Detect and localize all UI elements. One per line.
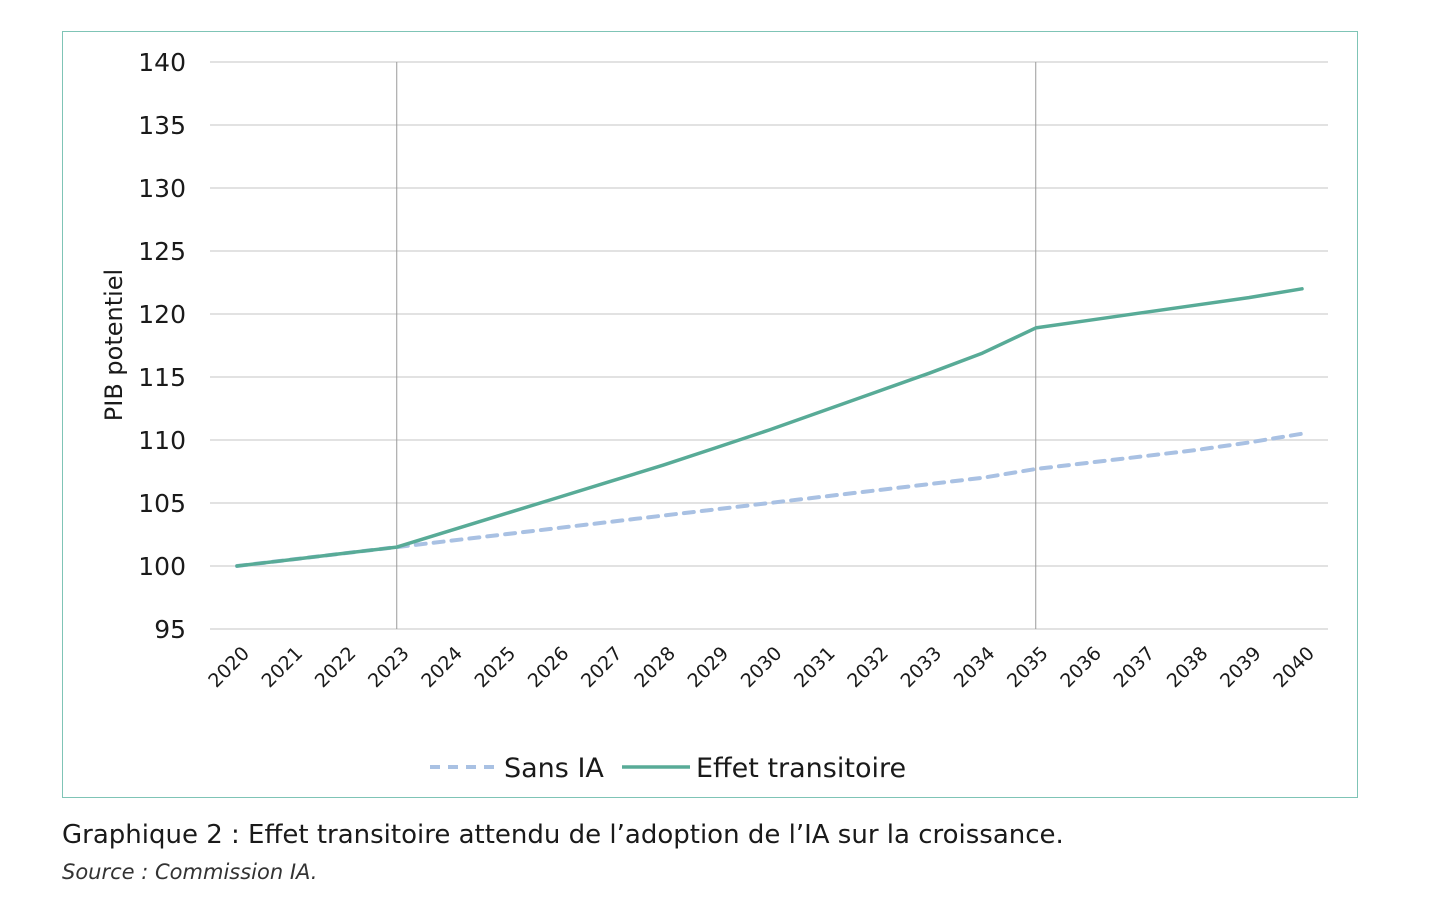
x-tick-label: 2031	[790, 642, 840, 692]
x-tick-label: 2033	[896, 642, 946, 692]
figure-source: Source : Commission IA.	[62, 860, 318, 884]
x-tick-label: 2028	[630, 642, 680, 692]
reference-lines	[396, 62, 1037, 629]
y-tick-label: 105	[138, 489, 186, 518]
x-tick-label: 2034	[950, 642, 1000, 692]
y-tick-label: 110	[138, 426, 186, 455]
x-tick-label: 2035	[1003, 642, 1053, 692]
series-lines	[235, 287, 1304, 568]
y-tick-label: 115	[138, 363, 186, 392]
x-tick-label: 2024	[417, 642, 467, 692]
x-tick-label: 2037	[1109, 642, 1159, 692]
x-tick-label: 2023	[364, 642, 414, 692]
figure-caption: Graphique 2 : Effet transitoire attendu …	[62, 820, 1064, 850]
x-axis-ticks: 2020 2021 2022 2023 2024 2025 2026 2027 2028 2029…	[204, 642, 1319, 692]
y-tick-label: 135	[138, 111, 186, 140]
x-tick-label: 2025	[470, 642, 520, 692]
x-tick-label: 2026	[524, 642, 574, 692]
x-tick-label: 2040	[1269, 642, 1319, 692]
series-line-2	[235, 287, 1304, 568]
y-tick-label: 130	[138, 174, 186, 203]
y-axis-ticks: 95 100 105 110 115 120 125 130 135 140	[138, 48, 186, 644]
legend-label-1: Sans IA	[504, 753, 604, 784]
y-tick-label: 140	[138, 48, 186, 77]
x-tick-label: 2036	[1056, 642, 1106, 692]
x-tick-label: 2027	[577, 642, 627, 692]
series-line-1	[235, 431, 1304, 568]
y-axis-title: PIB potentiel	[100, 269, 128, 421]
x-tick-label: 2030	[737, 642, 787, 692]
y-tick-label: 100	[138, 552, 186, 581]
x-tick-label: 2021	[257, 642, 307, 692]
x-tick-label: 2039	[1216, 642, 1266, 692]
gridlines	[210, 61, 1328, 630]
x-tick-label: 2029	[683, 642, 733, 692]
y-tick-label: 95	[154, 615, 186, 644]
x-tick-label: 2032	[843, 642, 893, 692]
x-tick-label: 2022	[311, 642, 361, 692]
y-tick-label: 120	[138, 300, 186, 329]
legend: Sans IA Effet transitoire	[430, 753, 906, 784]
x-tick-label: 2038	[1163, 642, 1213, 692]
legend-label-2: Effet transitoire	[696, 753, 906, 784]
y-tick-label: 125	[138, 237, 186, 266]
chart-frame	[62, 31, 1358, 798]
x-tick-label: 2020	[204, 642, 254, 692]
